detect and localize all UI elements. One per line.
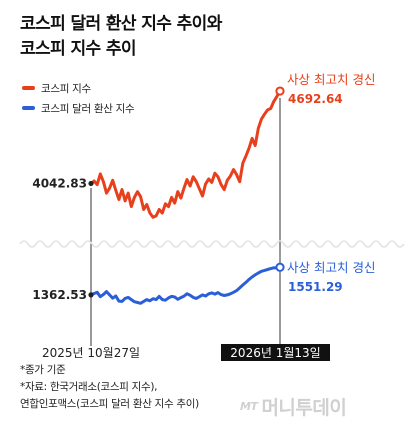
footer-source-line1: *자료: 한국거래소(코스피 지수), [20, 381, 158, 393]
start-label-kospi: 4042.83 [32, 176, 87, 190]
end-marker-kospi-usd [275, 262, 285, 272]
footer-notes: *종가 기준 *자료: 한국거래소(코스피 지수), 연합인포맥스(코스피 달러… [20, 362, 199, 413]
end-marker-kospi [275, 86, 285, 96]
brand-mark: MT [240, 400, 258, 413]
start-label-kospi-usd: 1362.53 [32, 288, 87, 302]
chart-title-line1: 코스피 달러 환산 지수 추이와 [20, 14, 222, 34]
panel-separator [19, 240, 405, 248]
annotation-kospi-usd: 사상 최고치 경신 [287, 260, 375, 275]
end-label-kospi: 4692.64 [288, 92, 343, 106]
legend-label-kospi: 코스피 지수 [41, 82, 91, 95]
start-marker-kospi [88, 180, 94, 187]
end-label-kospi-usd: 1551.29 [288, 280, 343, 294]
footer-note: *종가 기준 [20, 364, 66, 376]
series-line-kospi-usd [89, 265, 282, 305]
brand-watermark: MT 머니투데이 [240, 393, 347, 420]
legend-swatch-kospi [22, 86, 35, 90]
legend-swatch-kospi-usd [22, 106, 35, 110]
start-marker-kospi-usd [88, 292, 94, 298]
legend-label-kospi-usd: 코스피 달러 환산 지수 [41, 102, 135, 115]
legend-item-kospi: 코스피 지수 [22, 78, 134, 98]
footer-source-line2: 연합인포맥스(코스피 달러 환산 지수 추이) [20, 398, 199, 410]
legend-item-kospi-usd: 코스피 달러 환산 지수 [22, 98, 135, 118]
annotation-kospi: 사상 최고치 경신 [287, 72, 375, 87]
brand-name: 머니투데이 [261, 397, 347, 419]
x-label-start: 2025년 10월27일 [42, 346, 140, 360]
chart-title: 코스피 달러 환산 지수 추이와 코스피 지수 추이 [20, 12, 222, 62]
x-label-end-bg [221, 344, 330, 361]
x-label-end: 2026년 1월13일 [230, 346, 320, 360]
legend: 코스피 지수 코스피 달러 환산 지수 [22, 78, 135, 118]
series-line-kospi [89, 89, 282, 219]
chart-title-line2: 코스피 지수 추이 [20, 39, 137, 59]
